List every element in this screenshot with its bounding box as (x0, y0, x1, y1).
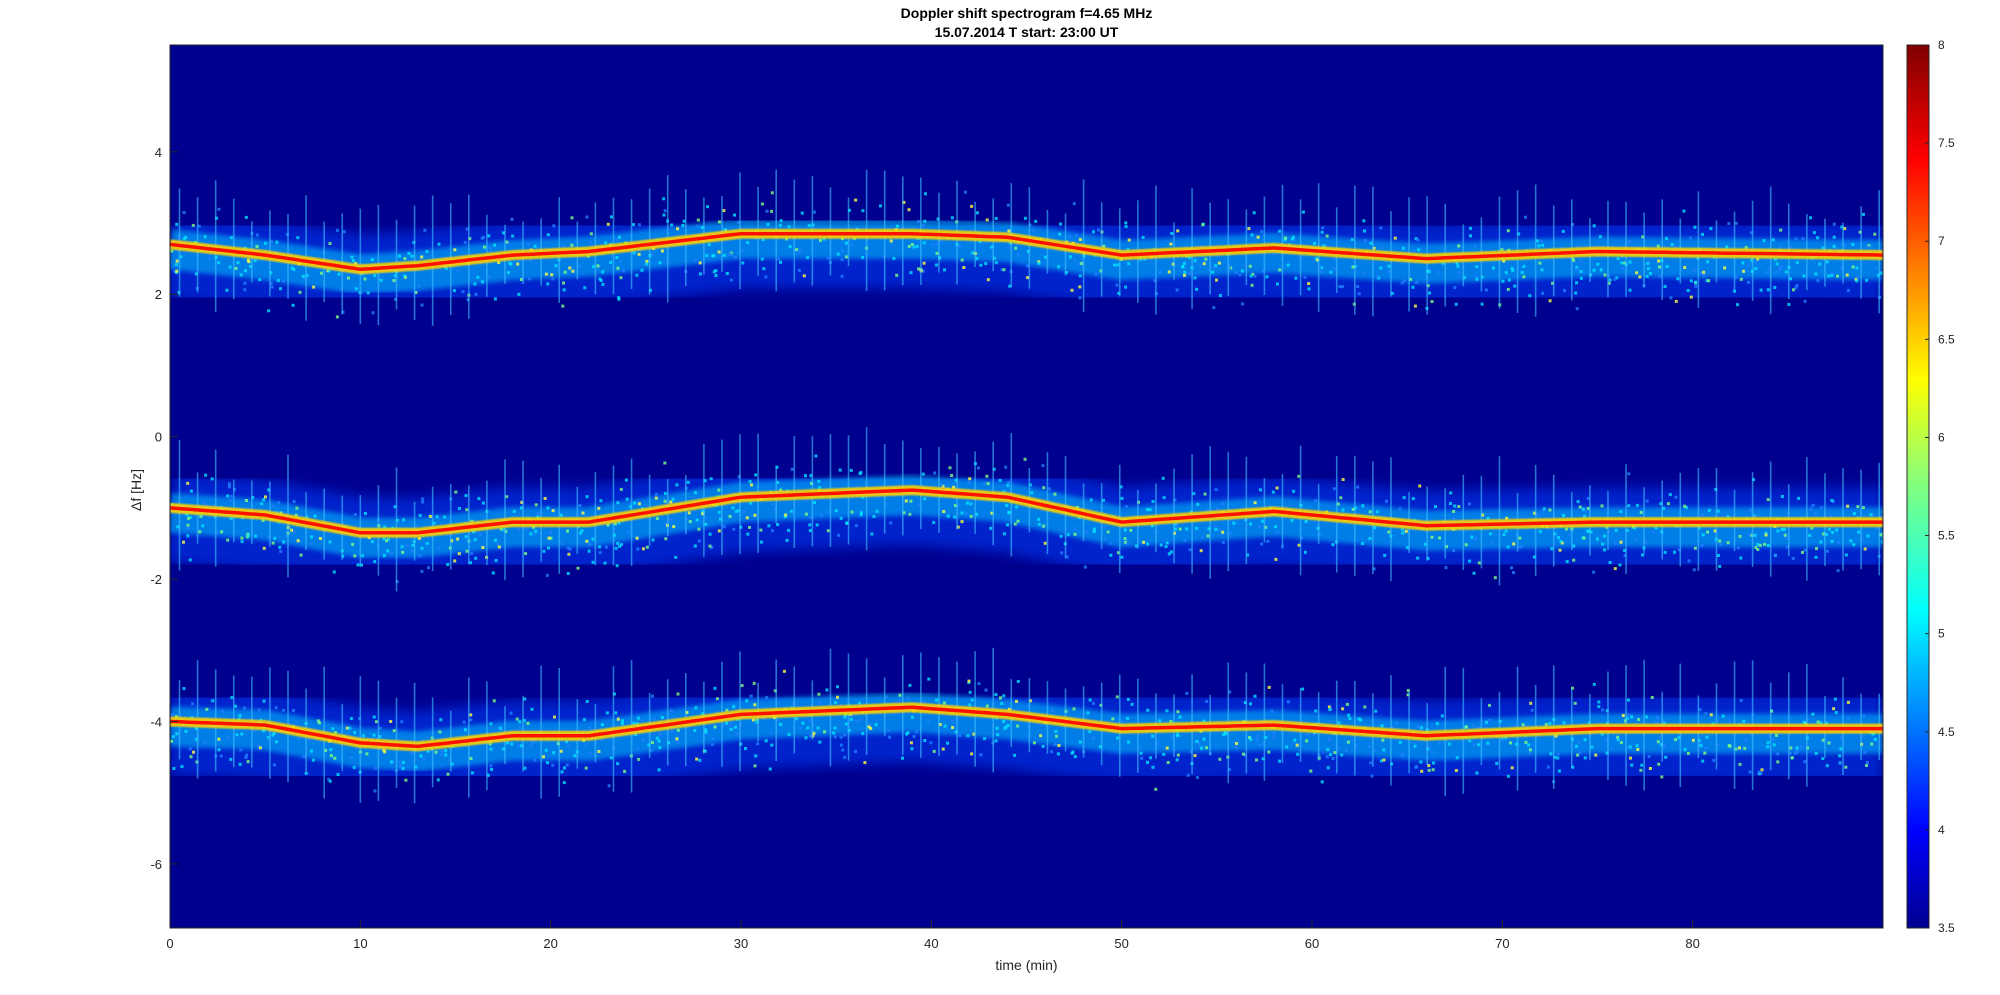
plot-area (170, 45, 1883, 928)
y-tick-label: 4 (155, 145, 162, 160)
x-tick-label: 70 (1495, 936, 1509, 951)
spectrogram (170, 169, 1883, 804)
x-tick-label: 10 (353, 936, 367, 951)
y-tick-label: -2 (150, 572, 162, 587)
x-tick-label: 20 (543, 936, 557, 951)
y-axis-label: Δf [Hz] (128, 468, 144, 512)
chart-subtitle: 15.07.2014 T start: 23:00 UT (934, 24, 1119, 40)
colorbar-tick-label: 5.5 (1938, 529, 1955, 543)
x-tick-label: 80 (1685, 936, 1699, 951)
x-axis-label: time (min) (995, 957, 1058, 973)
y-tick-label: 2 (155, 287, 162, 302)
colorbar-tick-label: 4.5 (1938, 725, 1955, 739)
y-tick-label: -6 (150, 857, 162, 872)
x-tick-label: 50 (1114, 936, 1128, 951)
colorbar-tick-label: 5 (1938, 627, 1945, 641)
y-tick-label: -4 (150, 714, 162, 729)
chart-title: Doppler shift spectrogram f=4.65 MHz (900, 5, 1153, 21)
x-tick-label: 30 (734, 936, 748, 951)
colorbar-tick-label: 7.5 (1938, 136, 1955, 150)
x-tick-label: 0 (166, 936, 173, 951)
colorbar-tick-label: 4 (1938, 823, 1945, 837)
colorbar-gradient (1906, 44, 1930, 929)
x-tick-label: 40 (924, 936, 938, 951)
trace-2 (170, 647, 1883, 804)
colorbar-tick-label: 8 (1938, 38, 1945, 52)
trace-0 (170, 169, 1883, 326)
y-tick-label: 0 (155, 430, 162, 445)
colorbar-tick-label: 7 (1938, 234, 1945, 248)
core-red-1 (170, 488, 1883, 535)
colorbar: 8 7.5 7 6.5 6 5.5 5 4.5 4 3.5 (1906, 38, 1955, 935)
core-red-0 (170, 231, 1883, 272)
colorbar-tick-label: 6.5 (1938, 332, 1955, 346)
colorbar-tick-label: 3.5 (1938, 921, 1955, 935)
plot-border (169, 44, 1884, 929)
colorbar-tick-label: 6 (1938, 430, 1945, 444)
trace-1 (170, 427, 1883, 592)
x-tick-label: 60 (1305, 936, 1319, 951)
core-red-2 (170, 705, 1883, 749)
